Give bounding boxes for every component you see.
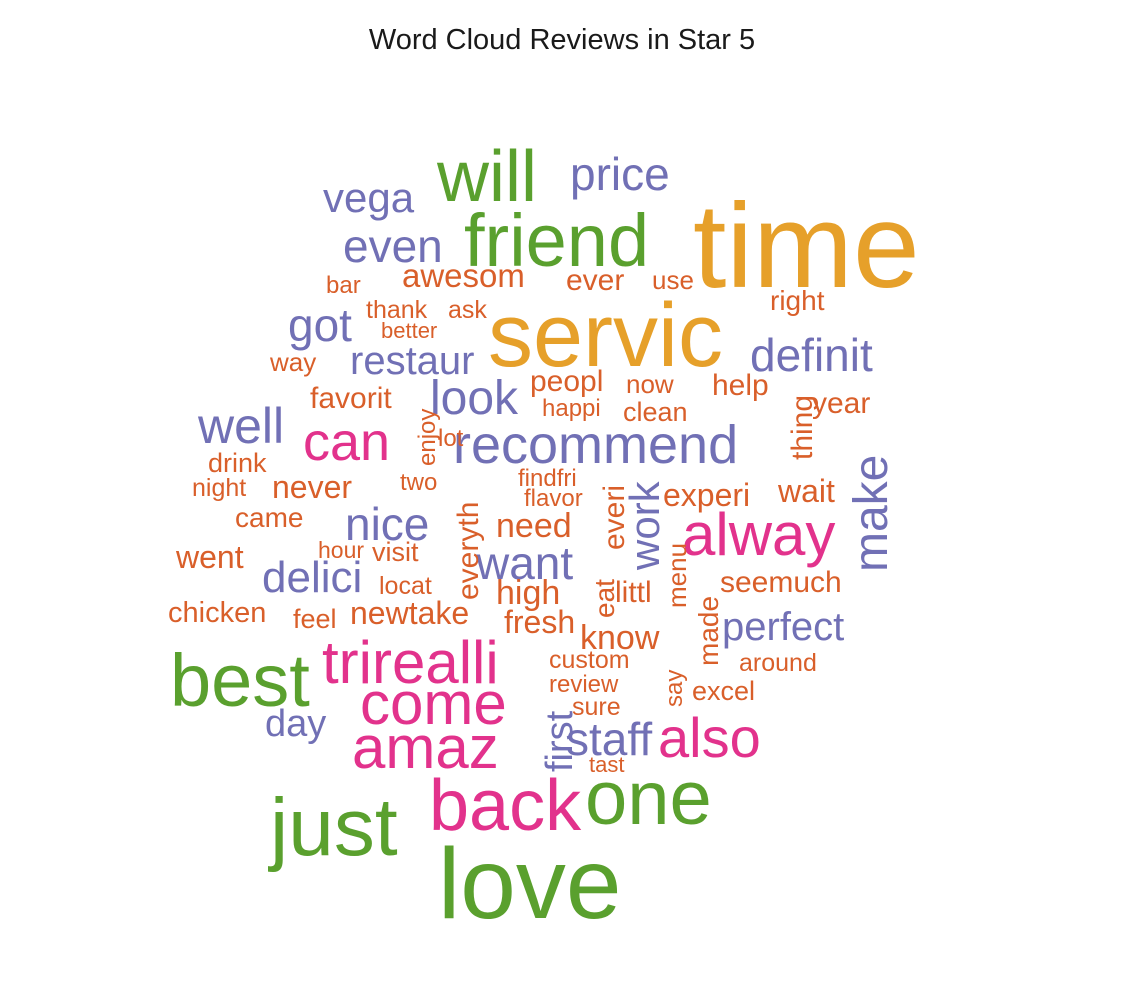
word-review: review [549,671,619,698]
word-happi: happi [542,395,601,422]
word-just: just [268,782,398,873]
word-now: now [626,369,674,399]
word-friend: friend [464,199,649,282]
word-feel: feel [293,604,337,634]
word-make: make [845,455,898,572]
word-staff: staff [566,713,652,765]
word-high: high [496,574,560,612]
word-locat: locat [379,572,432,600]
word-also: also [658,706,761,769]
word-chicken: chicken [168,597,266,629]
word-look: look [430,372,519,425]
word-fresh: fresh [504,604,575,640]
word-price: price [570,148,670,200]
word-ask: ask [448,296,487,324]
word-went: went [175,539,244,575]
word-use: use [652,265,694,295]
word-wait: wait [777,473,835,509]
word-everi: everi [598,485,631,550]
word-thing: thing [786,395,819,460]
word-help: help [712,369,769,402]
word-sure: sure [572,693,621,721]
word-need: need [496,507,572,545]
word-year: year [812,387,870,420]
word-bar: bar [326,272,361,299]
word-back: back [429,766,582,846]
word-night: night [192,474,246,502]
word-even: even [343,220,443,272]
word-best: best [170,639,310,722]
word-want: want [475,537,573,589]
word-perfect: perfect [722,605,844,649]
word-can: can [303,412,390,472]
word-recommend: recommend [453,415,738,475]
word-know: know [580,619,660,657]
word-flavor: flavor [524,485,583,512]
word-got: got [288,299,352,351]
word-definit: definit [750,329,873,381]
word-eat: eat [589,579,620,618]
word-newtake: newtake [350,595,469,631]
word-first: first [539,710,581,772]
word-findfri: findfri [518,465,577,492]
word-seemuch: seemuch [720,566,842,599]
word-amaz: amaz [352,714,499,781]
word-vega: vega [323,174,415,221]
word-peopl: peopl [530,365,603,398]
word-nice: nice [345,498,429,550]
word-drink: drink [208,448,267,478]
word-never: never [272,469,352,505]
word-way: way [269,347,316,377]
word-around: around [739,649,817,677]
word-visit: visit [372,537,419,567]
word-alway: alway [682,501,835,568]
word-favorit: favorit [310,382,392,415]
word-work: work [621,480,668,571]
word-clean: clean [623,397,688,427]
word-everyth: everyth [452,502,485,600]
word-two: two [400,469,437,496]
chart-title: Word Cloud Reviews in Star 5 [368,24,756,56]
word-awesom: awesom [402,257,525,294]
word-ever: ever [566,264,624,297]
word-delici: delici [262,553,362,602]
word-say: say [661,670,688,707]
word-littl: littl [615,576,652,609]
word-custom: custom [549,646,630,674]
word-thank: thank [366,296,428,324]
word-right: right [770,285,825,316]
word-experi: experi [663,477,750,513]
word-well: well [197,398,284,454]
word-love: love [438,828,621,940]
word-menu: menu [662,543,692,608]
word-will: will [436,137,537,217]
word-came: came [235,502,303,533]
word-excel: excel [692,676,755,706]
word-one: one [585,756,712,841]
word-servic: servic [488,286,723,386]
word-day: day [265,703,326,745]
word-tast: tast [589,752,624,777]
word-enjoy: enjoy [414,409,441,466]
word-restaur: restaur [350,339,475,383]
word-time: time [693,179,920,313]
word-trirealli: trirealli [322,629,499,696]
word-lot: lot [438,425,464,452]
word-better: better [381,318,437,343]
word-hour: hour [318,537,364,563]
word-come: come [360,670,507,737]
word-made: made [693,596,724,666]
